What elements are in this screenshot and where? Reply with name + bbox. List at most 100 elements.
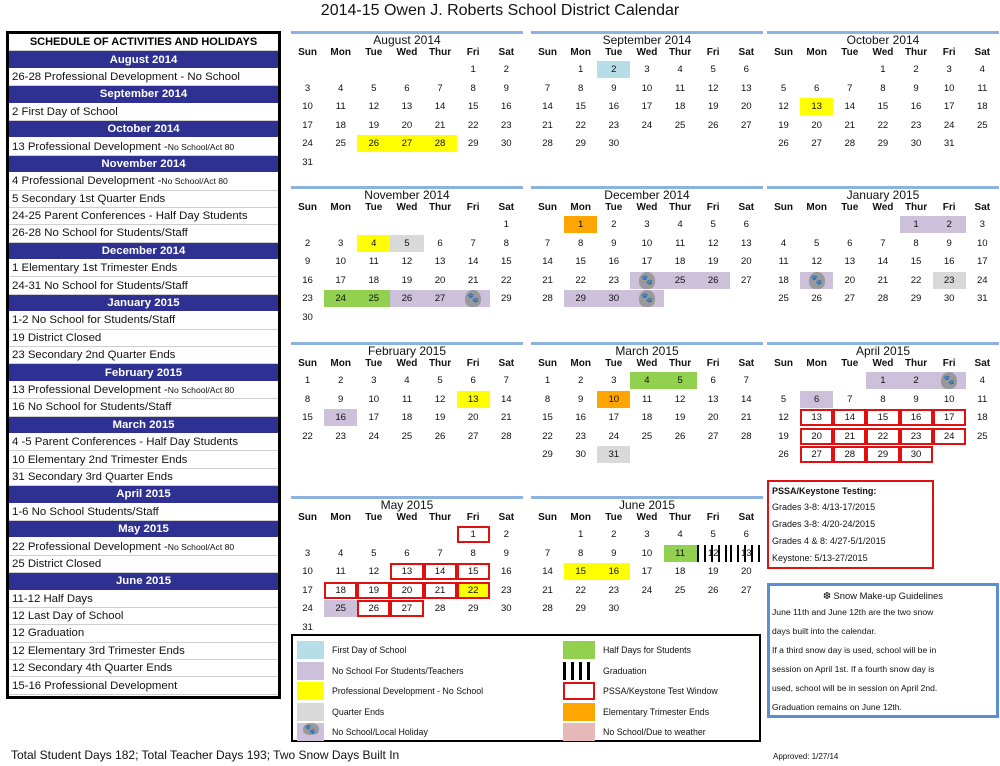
- day-cell: 29: [542, 449, 553, 460]
- schedule-item: 12 Graduation: [9, 625, 278, 643]
- week-row: 1 2 3 4 5 6 7: [291, 372, 523, 391]
- day-cell: 20: [844, 274, 856, 286]
- legend-item: Elementary Trimester Ends: [563, 702, 709, 722]
- legend-item: No School For Students/Teachers: [297, 661, 464, 681]
- legend-item: Professional Development - No School: [297, 681, 483, 701]
- day-cell: 18: [335, 119, 347, 131]
- weekday-label: Wed: [872, 202, 894, 213]
- day-cell: [664, 446, 697, 463]
- day-cell: 23: [500, 584, 512, 596]
- footer-totals: Total Student Days 182; Total Teacher Da…: [11, 748, 400, 762]
- weekday-label: Wed: [872, 358, 894, 369]
- week-row: 23 24 25 26 27 🐾 29: [291, 290, 523, 309]
- schedule-item: 19 District Closed: [9, 330, 278, 348]
- week-row: 31: [291, 154, 523, 173]
- day-cell: 9: [611, 547, 617, 559]
- schedule-item-text: 24-25 Parent Conferences - Half Day Stud…: [12, 210, 248, 223]
- legend-item: Half Days for Students: [563, 640, 691, 660]
- day-cell: 24: [976, 274, 988, 286]
- day-cell: 30: [943, 293, 955, 304]
- schedule-item-text: 12 Last Day of School: [12, 610, 124, 623]
- day-cell: 19: [368, 119, 380, 131]
- snow-line: days built into the calendar.: [772, 626, 877, 636]
- day-cell: [833, 61, 866, 78]
- weekday-label: Tue: [605, 512, 623, 523]
- day-cell: [390, 526, 423, 543]
- weekday-label: Wed: [636, 358, 658, 369]
- schedule-item-text: 2 First Day of School: [12, 105, 118, 118]
- day-cell: 17: [608, 412, 620, 423]
- day-cell: 9: [503, 547, 509, 559]
- day-cell: 25: [335, 138, 347, 149]
- day-cell: 3: [946, 64, 952, 75]
- day-cell: 20: [800, 427, 834, 445]
- day-cell: 6: [800, 390, 834, 408]
- day-cell: [390, 309, 423, 326]
- day-cell: 5: [663, 372, 697, 389]
- legend-swatch: [563, 702, 595, 721]
- day-cell: 29: [500, 293, 512, 304]
- schedule-item: 1 Elementary 1st Trimester Ends: [9, 260, 278, 278]
- day-cell: 11: [335, 101, 346, 112]
- day-cell: 20: [740, 101, 752, 112]
- day-cell: 4: [404, 375, 410, 386]
- day-cell: 16: [608, 256, 620, 267]
- legend-swatch: [563, 723, 595, 741]
- schedule-item-text: 26-28 No School for Students/Staff: [12, 227, 188, 240]
- weekday-label: Thur: [904, 47, 928, 58]
- weekday-label: Thur: [904, 202, 928, 213]
- day-cell: 26: [357, 600, 391, 617]
- day-cell: 24: [641, 119, 653, 131]
- day-cell: 8: [578, 547, 584, 559]
- day-cell: 23: [500, 119, 512, 131]
- schedule-item: 1-6 No School Students/Staff: [9, 504, 278, 521]
- weekday-row: Sun Mon Tue Wed Thur Fri Sat: [767, 45, 999, 61]
- day-cell: 19: [707, 256, 719, 267]
- day-cell-holiday: 🐾: [932, 372, 966, 389]
- legend-swatch: [563, 682, 595, 700]
- day-cell: 2: [338, 375, 344, 386]
- weekday-label: Wed: [396, 47, 418, 58]
- week-row: 8 9 10 11 12 13 14: [291, 390, 523, 410]
- day-cell: 20: [811, 119, 823, 131]
- day-cell: 26: [674, 430, 686, 442]
- day-cell: 2: [913, 64, 919, 75]
- day-cell: 24: [608, 430, 620, 442]
- day-cell: 6: [470, 375, 476, 386]
- weekday-label: Thur: [904, 358, 928, 369]
- week-row: 14 15 16 17 18 19 20: [531, 563, 763, 582]
- month-calendar: April 2015 Sun Mon Tue Wed Thur Fri Sat 1 2 🐾 4 5 6 7 8…: [767, 342, 999, 465]
- day-cell: [800, 61, 833, 78]
- week-row: 21 22 23 🐾 25 26 27: [531, 271, 763, 291]
- snow-guidelines-box: ❆ Snow Make-up Guidelines June 11th and …: [767, 583, 999, 718]
- week-row: 1 2 🐾 4: [767, 372, 999, 391]
- weekday-label: Wed: [636, 512, 658, 523]
- day-cell: 21: [500, 412, 512, 423]
- day-cell: [324, 619, 357, 636]
- schedule-month-header: June 2015: [9, 573, 278, 591]
- day-cell: 28: [542, 603, 553, 614]
- day-cell: 28: [542, 293, 553, 304]
- day-cell: 3: [304, 547, 311, 559]
- week-row: 10 11 12 13 14 15 16: [291, 98, 523, 117]
- day-cell: 17: [932, 409, 966, 426]
- day-cell: 11: [977, 393, 988, 405]
- day-cell: 30: [608, 138, 620, 149]
- schedule-month-header: March 2015: [9, 416, 278, 434]
- day-cell: 15: [575, 101, 587, 112]
- day-cell: 7: [743, 375, 749, 386]
- day-cell: 20: [740, 566, 752, 577]
- day-cell: 11: [675, 237, 686, 249]
- day-cell: [490, 309, 523, 326]
- day-cell: [357, 526, 390, 543]
- day-cell: 15: [456, 563, 490, 580]
- pssa-line: Grades 4 & 8: 4/27-5/1/2015: [772, 536, 886, 546]
- week-row: 28 29 30: [531, 135, 763, 154]
- day-cell: 4: [677, 529, 683, 540]
- weekday-label: Wed: [636, 47, 658, 58]
- day-cell: 12: [368, 566, 380, 577]
- day-cell: 27: [740, 584, 752, 596]
- weekday-label: Mon: [806, 358, 827, 369]
- day-cell: [730, 290, 763, 307]
- day-cell: 7: [503, 375, 509, 386]
